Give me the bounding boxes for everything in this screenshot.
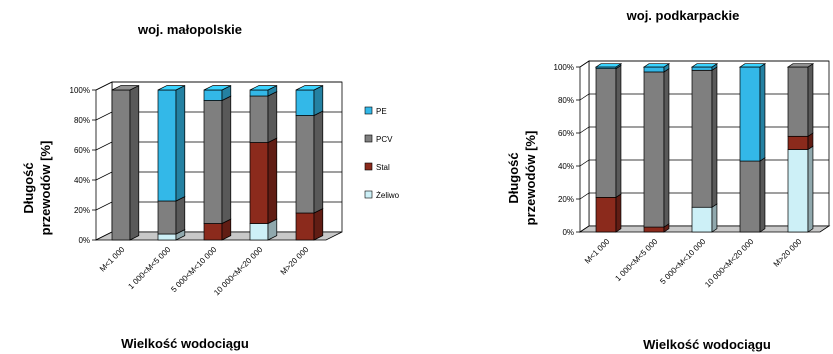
svg-text:PCV: PCV xyxy=(376,135,393,144)
x-tick-label: M<1 000 xyxy=(583,237,612,266)
y-axis-label-line1: Długość xyxy=(506,152,521,203)
bar-segment-pcv xyxy=(111,85,140,241)
bar-top xyxy=(594,63,623,68)
svg-text:Żeliwo: Żeliwo xyxy=(376,191,400,200)
gridline xyxy=(95,81,342,91)
bar-top xyxy=(295,85,323,91)
bar-segment-zeliwo xyxy=(691,203,718,233)
bar-segment-pe xyxy=(739,63,766,162)
y-tick-label: 100% xyxy=(70,86,90,95)
bar-top xyxy=(690,63,719,68)
bar-segment-pcv xyxy=(249,91,278,144)
x-tick-label: 1 000<M<5 000 xyxy=(613,237,659,283)
bar-segment-pcv xyxy=(295,110,324,214)
y-tick-label: 20% xyxy=(74,206,90,215)
y-tick-label: 100% xyxy=(554,63,574,72)
bar-top xyxy=(786,63,815,68)
y-tick-label: 80% xyxy=(558,96,574,105)
y-tick-label: 80% xyxy=(74,116,90,125)
y-axis-label-line2: przewodów [%] xyxy=(38,141,53,236)
bar-segment-zeliwo xyxy=(787,145,814,233)
bar-top xyxy=(111,85,139,91)
x-axis-label: Wielkość wodociągu xyxy=(121,336,249,351)
x-tick-label: M<1 000 xyxy=(98,245,127,274)
y-tick-label: 40% xyxy=(558,162,574,171)
bar-segment-pcv xyxy=(157,196,186,235)
bar-segment-pcv xyxy=(787,63,814,137)
bar-segment-zeliwo xyxy=(249,218,278,241)
chart-podkarpackie: woj. podkarpackie Długość przewodów [%] … xyxy=(506,8,831,352)
x-tick-label: 10 000<M<20 000 xyxy=(212,245,265,298)
bar-segment-stal xyxy=(595,193,622,233)
gridline xyxy=(579,60,829,68)
bar-top xyxy=(642,63,671,68)
side-wall xyxy=(95,81,113,241)
bar-segment-pe xyxy=(295,85,324,117)
bar-segment-pe xyxy=(157,85,186,202)
bar-segment-pcv xyxy=(595,64,622,199)
x-tick-label: 10 000<M<20 000 xyxy=(703,237,756,290)
x-tick-label: M>20 000 xyxy=(772,237,804,269)
legend-item-pe: PE xyxy=(364,106,387,116)
x-tick-label: 5 000<M<10 000 xyxy=(658,237,708,287)
plot-area: 0% 20% 40% 60% 80% 100% M<1 000 1 000<M<5 0005 … xyxy=(70,81,343,298)
y-axis-label-line1: Długość xyxy=(21,162,36,213)
plot-area: 0% 20% 40% 60% 80% 100% M<1 000 1 000<M<5 0005 … xyxy=(554,60,831,290)
chart-malopolskie: woj. małopolskie Długość przewodów [%] W… xyxy=(21,22,400,351)
bar-segment-pcv xyxy=(643,67,670,228)
bar-segment-pcv xyxy=(203,95,232,225)
bar-segment-pcv xyxy=(691,66,718,208)
side-wall xyxy=(579,60,590,233)
legend-item-zeliwo: Żeliwo xyxy=(364,190,400,200)
chart-title: woj. podkarpackie xyxy=(626,8,740,23)
legend: PE PCV Stal Żeliwo xyxy=(364,106,400,200)
chart-title: woj. małopolskie xyxy=(137,22,242,37)
y-tick-label: 20% xyxy=(558,195,574,204)
y-tick-label: 0% xyxy=(78,236,90,245)
y-tick-label: 60% xyxy=(558,129,574,138)
bar-top xyxy=(738,63,767,68)
y-tick-label: 0% xyxy=(562,228,574,237)
x-axis-label: Wielkość wodociągu xyxy=(643,337,771,352)
svg-text:PE: PE xyxy=(376,107,387,116)
y-tick-label: 40% xyxy=(74,176,90,185)
bar-segment-stal xyxy=(787,132,814,151)
bar-segment-stal xyxy=(249,137,278,225)
bar-top xyxy=(203,85,231,91)
bar-top xyxy=(157,85,185,91)
bar-segment-pcv xyxy=(739,157,766,233)
svg-text:Stal: Stal xyxy=(376,163,390,172)
x-tick-label: 5 000<M<10 000 xyxy=(169,245,219,295)
x-tick-label: M>20 000 xyxy=(279,245,311,277)
legend-item-pcv: PCV xyxy=(364,134,393,144)
x-tick-label: 1 000<M<5 000 xyxy=(126,245,172,291)
legend-item-stal: Stal xyxy=(364,162,390,172)
y-axis-label-line2: przewodów [%] xyxy=(523,131,538,226)
bar-top xyxy=(249,85,277,91)
y-tick-label: 60% xyxy=(74,146,90,155)
